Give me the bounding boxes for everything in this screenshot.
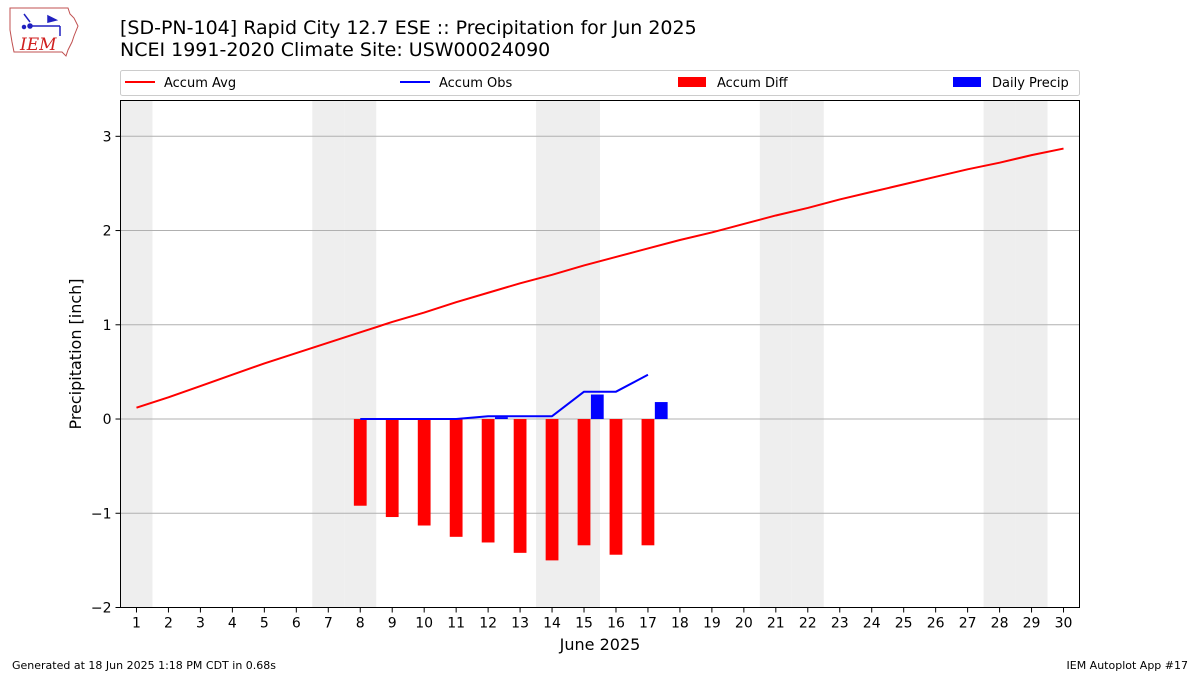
weekend-shade-day-21 [759, 100, 792, 608]
legend-accum-diff-label: Accum Diff [717, 76, 789, 91]
legend-box [120, 70, 1080, 96]
x-tick-label-2: 2 [164, 616, 173, 632]
y-tick-label-0: 0 [103, 412, 112, 428]
accum-diff-bar-day-17 [641, 419, 655, 546]
accum-diff-bar-day-10 [417, 419, 431, 526]
y-tick-label--2: −2 [91, 601, 112, 617]
x-tick-label-25: 25 [895, 616, 913, 632]
x-tick-label-24: 24 [863, 616, 881, 632]
x-tick-label-21: 21 [767, 616, 785, 632]
chart-subtitle: NCEI 1991-2020 Climate Site: USW00024090 [120, 39, 551, 61]
x-tick-label-20: 20 [735, 616, 753, 632]
x-tick-label-3: 3 [196, 616, 205, 632]
x-tick-label-19: 19 [703, 616, 721, 632]
app-id-label: IEM Autoplot App #17 [1066, 659, 1189, 672]
x-tick-label-12: 12 [479, 616, 497, 632]
y-axis-label: Precipitation [inch] [66, 278, 85, 429]
weekend-shading [120, 100, 1048, 608]
legend-daily-precip-swatch [953, 77, 981, 87]
x-tick-label-27: 27 [959, 616, 977, 632]
x-tick-label-16: 16 [607, 616, 625, 632]
accum-diff-bar-day-9 [385, 419, 399, 518]
x-tick-label-23: 23 [831, 616, 849, 632]
accum-diff-bar-day-13 [513, 419, 527, 553]
lines [136, 147, 1064, 421]
x-tick-label-6: 6 [292, 616, 301, 632]
x-tick-label-15: 15 [575, 616, 593, 632]
weekend-shade-day-1 [120, 100, 153, 608]
x-tick-label-22: 22 [799, 616, 817, 632]
daily-precip-bar-day-12 [495, 417, 508, 420]
weather-station-icon [21, 13, 61, 36]
legend-accum-avg-label: Accum Avg [164, 76, 236, 91]
plot-frame [120, 100, 1080, 608]
x-tick-label-18: 18 [671, 616, 689, 632]
weekend-shade-day-28 [983, 100, 1016, 608]
x-tick-label-4: 4 [228, 616, 237, 632]
x-tick-label-17: 17 [639, 616, 657, 632]
generated-timestamp: Generated at 18 Jun 2025 1:18 PM CDT in … [12, 659, 277, 672]
accum-diff-bar-day-12 [481, 419, 495, 543]
x-tick-label-11: 11 [447, 616, 465, 632]
y-tick-label-2: 2 [103, 224, 112, 240]
x-tick-label-14: 14 [543, 616, 561, 632]
daily-precip-bar-day-17 [654, 402, 668, 420]
x-tick-label-10: 10 [415, 616, 433, 632]
x-tick-label-28: 28 [991, 616, 1009, 632]
legend-daily-precip-label: Daily Precip [992, 76, 1069, 91]
x-tick-label-7: 7 [324, 616, 333, 632]
legend-accum-obs-label: Accum Obs [439, 76, 512, 91]
x-tick-label-9: 9 [388, 616, 397, 632]
legend: Accum Avg Accum Obs Accum Diff Daily Precip [120, 70, 1080, 96]
weekend-shade-day-7 [312, 100, 345, 608]
accum-diff-bar-day-8 [353, 419, 367, 506]
x-axis-label: June 2025 [559, 635, 641, 654]
iem-logo-text: IEM [19, 35, 57, 55]
accum-diff-bar-day-14 [545, 419, 559, 561]
weekend-shade-day-8 [344, 100, 377, 608]
y-tick-label-1: 1 [103, 318, 112, 334]
legend-accum-diff-swatch [678, 77, 706, 87]
x-tick-label-29: 29 [1023, 616, 1041, 632]
x-tick-label-13: 13 [511, 616, 529, 632]
iem-logo: IEM [9, 7, 79, 57]
x-tick-label-26: 26 [927, 616, 945, 632]
x-tick-label-5: 5 [260, 616, 269, 632]
accum-diff-bar-day-16 [609, 419, 623, 555]
bars [353, 394, 668, 561]
x-tick-label-8: 8 [356, 616, 365, 632]
weekend-shade-day-29 [1015, 100, 1048, 608]
accum-diff-bar-day-15 [577, 419, 591, 546]
iowa-outline-icon [9, 7, 79, 57]
x-tick-label-1: 1 [132, 616, 141, 632]
daily-precip-bar-day-15 [590, 394, 604, 420]
accum-diff-bar-day-11 [449, 419, 463, 537]
accum-obs-line [360, 373, 649, 421]
y-tick-label--1: −1 [91, 506, 112, 522]
y-tick-label-3: 3 [103, 129, 112, 145]
weekend-shade-day-22 [791, 100, 824, 608]
x-tick-label-30: 30 [1055, 616, 1073, 632]
accum-avg-line [136, 147, 1064, 409]
chart-title: [SD-PN-104] Rapid City 12.7 ESE :: Preci… [120, 17, 697, 39]
